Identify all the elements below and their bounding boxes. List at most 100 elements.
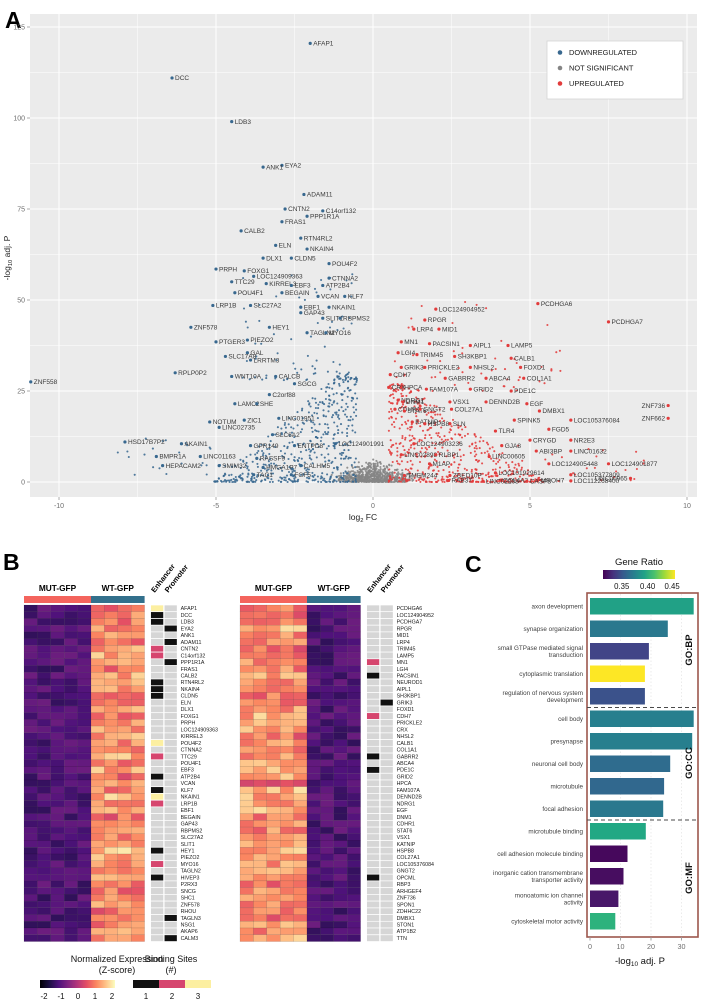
gene-label: ZBED10P — [453, 473, 482, 480]
legend-item: NOT SIGNIFICANT — [569, 64, 634, 73]
heatmap-gene-label: NKAIN1 — [181, 795, 200, 801]
gene-label: EBF1 — [304, 304, 321, 311]
gene-label: KLF7 — [348, 294, 364, 301]
svg-text:-log10 adj. P: -log10 adj. P — [615, 956, 665, 968]
legend-item: DOWNREGULATED — [569, 48, 637, 57]
gene-label: LINC02898 — [404, 452, 437, 459]
go-enrichment-panel: Gene Ratio 0.35 0.40 0.45 axon development sy… — [493, 557, 699, 968]
gene-label: FGD5 — [552, 426, 570, 433]
gene-label: LINC02735 — [222, 425, 255, 432]
gene-label: SLC17A8 — [228, 354, 256, 361]
gene-label: DENND2B — [489, 399, 520, 406]
gene-label: ZNF736 — [642, 403, 666, 410]
gene-label: EYA2 — [285, 163, 302, 170]
heatmap-gene-label: SLC27A2 — [181, 835, 204, 841]
heatmap-gene-label: ZNF578 — [181, 902, 200, 908]
gene-label: FRAS1 — [285, 219, 306, 226]
gene-label: LOC124905448 — [552, 461, 598, 468]
gene-label: BMPR1A — [159, 454, 186, 461]
gene-label: RPLP0P2 — [178, 370, 207, 377]
gene-label: RPGR — [428, 317, 447, 324]
heatmap-gene-label: PDE1C — [397, 768, 415, 774]
gene-label: CDH7 — [393, 372, 411, 379]
heatmap-gene-label: TAGLN3 — [181, 916, 201, 922]
heatmap-gene-label: AKAP6 — [181, 929, 198, 935]
gene-label: DNM1 — [406, 399, 425, 406]
gene-label: LRP1B — [216, 303, 237, 310]
gene-label: FAM107A — [429, 386, 458, 393]
point-cloud — [116, 273, 645, 484]
gene-label: LOC105376084 — [574, 417, 620, 424]
svg-text:0.45: 0.45 — [665, 582, 681, 591]
heatmap-gene-label: CNTN2 — [181, 647, 199, 653]
gene-label: CASP8 — [530, 478, 552, 485]
gene-label: GNGT2 — [423, 406, 446, 413]
heatmap-gene-label: MN1 — [397, 660, 408, 666]
heatmap-gene-label: CLDN5 — [181, 694, 198, 700]
svg-text:log2 FC: log2 FC — [349, 512, 377, 524]
heatmap-gene-label: KIRREL3 — [181, 734, 203, 740]
svg-text:Gene Ratio: Gene Ratio — [615, 557, 663, 568]
heatmap-gene-label: ATP1B2 — [397, 929, 416, 935]
gene-label: ELN — [279, 243, 292, 250]
gene-label: SLC27A2 — [254, 303, 282, 310]
gene-label: BEGAIN — [285, 290, 310, 297]
heatmap-gene-label: LAMP5 — [397, 653, 414, 659]
gene-label: RBPMS2 — [343, 315, 370, 322]
go-term-label: synapse organization — [523, 626, 583, 633]
gene-label: LINC01163 — [203, 454, 236, 461]
heatmap-gene-label: LDB3 — [181, 620, 194, 626]
gene-label: ZIC1 — [247, 417, 261, 424]
go-term-label: transporter activity — [532, 877, 584, 884]
svg-text:1: 1 — [144, 992, 149, 1001]
go-term-label: small GTPase mediated signal — [498, 645, 583, 652]
go-term-label: cytoplasmic translation — [519, 671, 583, 678]
volcano-legend: DOWNREGULATED NOT SIGNIFICANT UPREGULATED — [546, 40, 684, 100]
go-bars — [590, 598, 694, 930]
heatmap-gene-label: KLF7 — [181, 788, 194, 794]
heatmap-gene-label: NHSL2 — [397, 734, 414, 740]
gene-label: MROH7 — [541, 477, 565, 484]
gene-label: PIEZO2 — [250, 337, 274, 344]
heatmap-gene-label: SH3KBP1 — [397, 694, 421, 700]
go-term-label: microtubule — [550, 783, 583, 790]
heatmap-gene-label: RPGR — [397, 626, 412, 632]
heatmap-gene-label: EBF3 — [181, 768, 194, 774]
heatmap-cells — [23, 604, 145, 942]
heatmap-gene-label: CDHR1 — [397, 822, 415, 828]
gene-label: CLDN5 — [294, 255, 316, 262]
gene-label: PTGER3 — [219, 339, 245, 346]
gene-label: STAT6 — [407, 408, 427, 415]
heatmap-gene-label: VSX1 — [397, 835, 411, 841]
gene-label: CTNNA2 — [332, 275, 358, 282]
binding-site-columns — [366, 604, 394, 942]
go-term-label: cytoskeletal motor activity — [511, 918, 584, 925]
gene-label: CALCB — [279, 374, 301, 381]
heatmap-cells — [239, 604, 361, 942]
go-term-label: axon development — [532, 603, 584, 610]
heatmap-gene-label: KATNIP — [397, 842, 416, 848]
heatmap-gene-label: EGF — [397, 808, 409, 814]
gene-label: NOTUM — [213, 419, 237, 426]
gene-label: NKAIN4 — [310, 246, 334, 253]
gene-label: TAGLN2 — [310, 330, 335, 337]
svg-text:-2: -2 — [40, 992, 48, 1001]
heatmap-gene-label: PPP1R1A — [181, 660, 205, 666]
svg-text:20: 20 — [647, 942, 655, 951]
gene-label: WNT10A — [235, 374, 262, 381]
heatmap-gene-label: STAT6 — [397, 828, 413, 834]
gene-label: TMEM244 — [407, 473, 437, 480]
heatmap-gene-label: PCDHGA6 — [397, 606, 423, 612]
gene-label: POU4F1 — [238, 290, 264, 297]
gene-label: COL4A3 — [503, 477, 528, 484]
heatmap-gene-label: ZDHHC22 — [397, 909, 421, 915]
gene-label: ABCA4 — [489, 375, 511, 382]
gene-label: CALB2 — [244, 228, 265, 235]
heatmap-gene-label: MYO16 — [181, 862, 199, 868]
panel-a-label: A — [5, 7, 22, 33]
svg-text:-log10 adj. P: -log10 adj. P — [2, 235, 14, 280]
heatmap-gene-label: ARHGEF4 — [397, 889, 422, 895]
gene-label: ZNF558 — [34, 379, 58, 386]
panel-b-label: B — [3, 549, 20, 575]
gene-label: AFAP1 — [313, 41, 334, 48]
